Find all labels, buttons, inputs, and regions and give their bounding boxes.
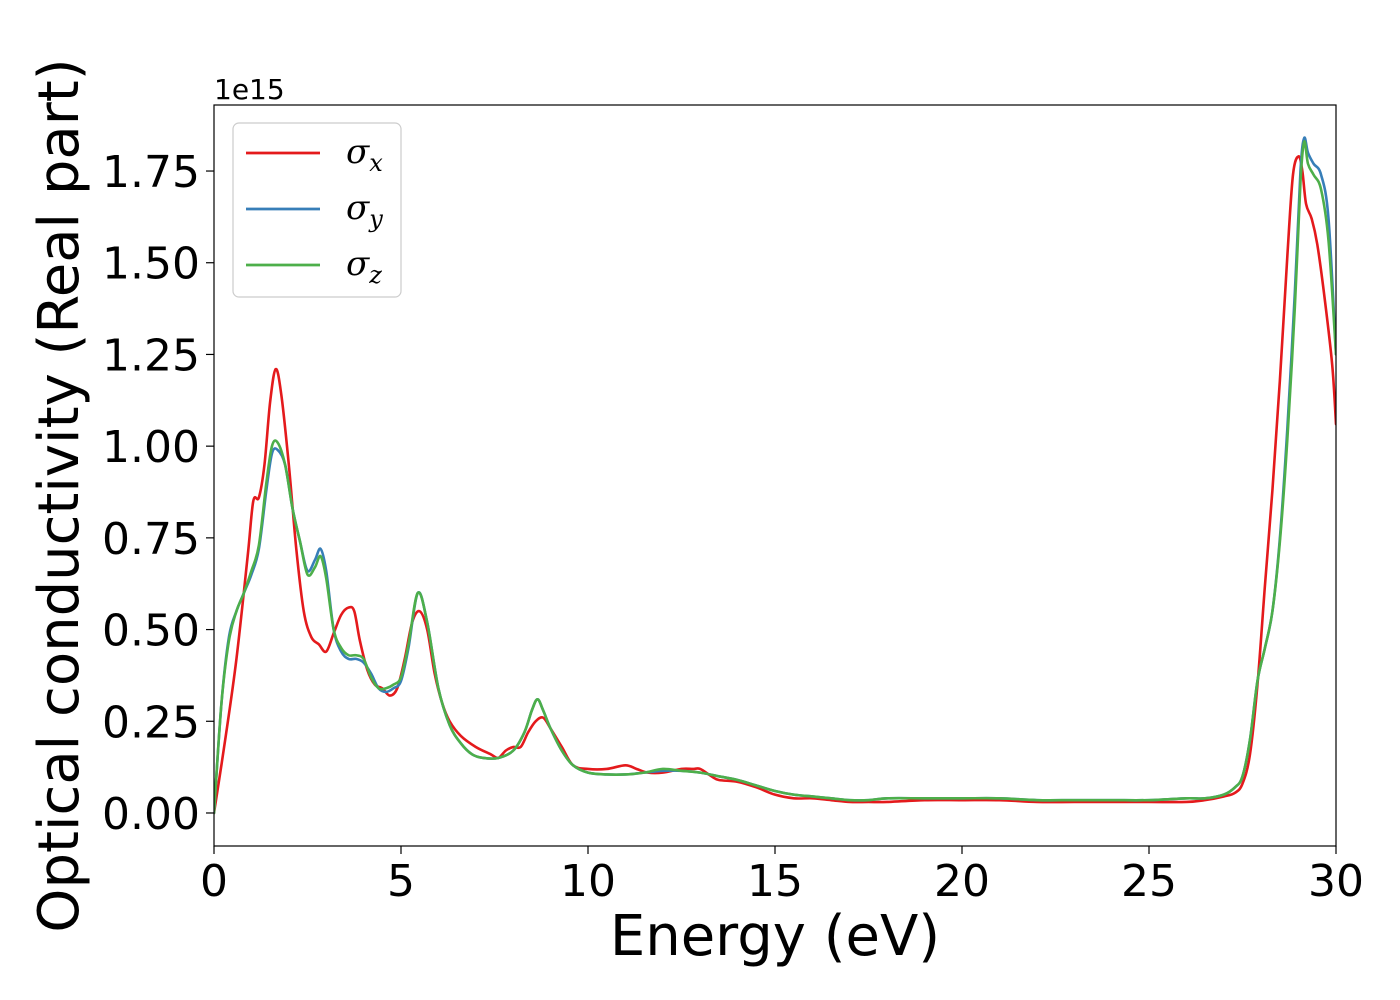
series-line-x	[214, 155, 1336, 815]
y-axis-title: Optical conductivity (Real part)	[27, 58, 92, 932]
x-axis-title: Energy (eV)	[610, 904, 940, 969]
x-tick-label: 15	[747, 856, 803, 907]
legend: σx σy σz	[232, 122, 402, 298]
y-tick-label: 1.25	[102, 330, 200, 381]
y-tick-label: 1.00	[102, 422, 200, 473]
y-tick-label: 0.00	[102, 789, 200, 840]
y-tick-label: 1.50	[102, 239, 200, 290]
y-tick-label: 0.50	[102, 606, 200, 657]
x-tick-label: 30	[1308, 856, 1364, 907]
x-tick-label: 25	[1121, 856, 1177, 907]
x-tick-label: 5	[387, 856, 415, 907]
legend-label-y: σy	[346, 188, 383, 233]
x-axis: 0 5 10 15 20 25 30	[200, 846, 1364, 907]
y-axis: 0.00 0.25 0.50 0.75 1.00 1.25 1.50 1.75	[102, 147, 214, 840]
y-tick-label: 0.75	[102, 514, 200, 565]
legend-label-x: σx	[346, 132, 383, 177]
y-tick-label: 0.25	[102, 697, 200, 748]
x-tick-label: 10	[560, 856, 616, 907]
legend-label-z: σz	[346, 244, 382, 289]
x-tick-label: 0	[200, 856, 228, 907]
x-tick-label: 20	[934, 856, 990, 907]
y-tick-label: 1.75	[102, 147, 200, 198]
series-layer	[214, 136, 1336, 815]
series-line-z	[214, 140, 1336, 815]
y-offset-label: 1e15	[214, 73, 285, 106]
